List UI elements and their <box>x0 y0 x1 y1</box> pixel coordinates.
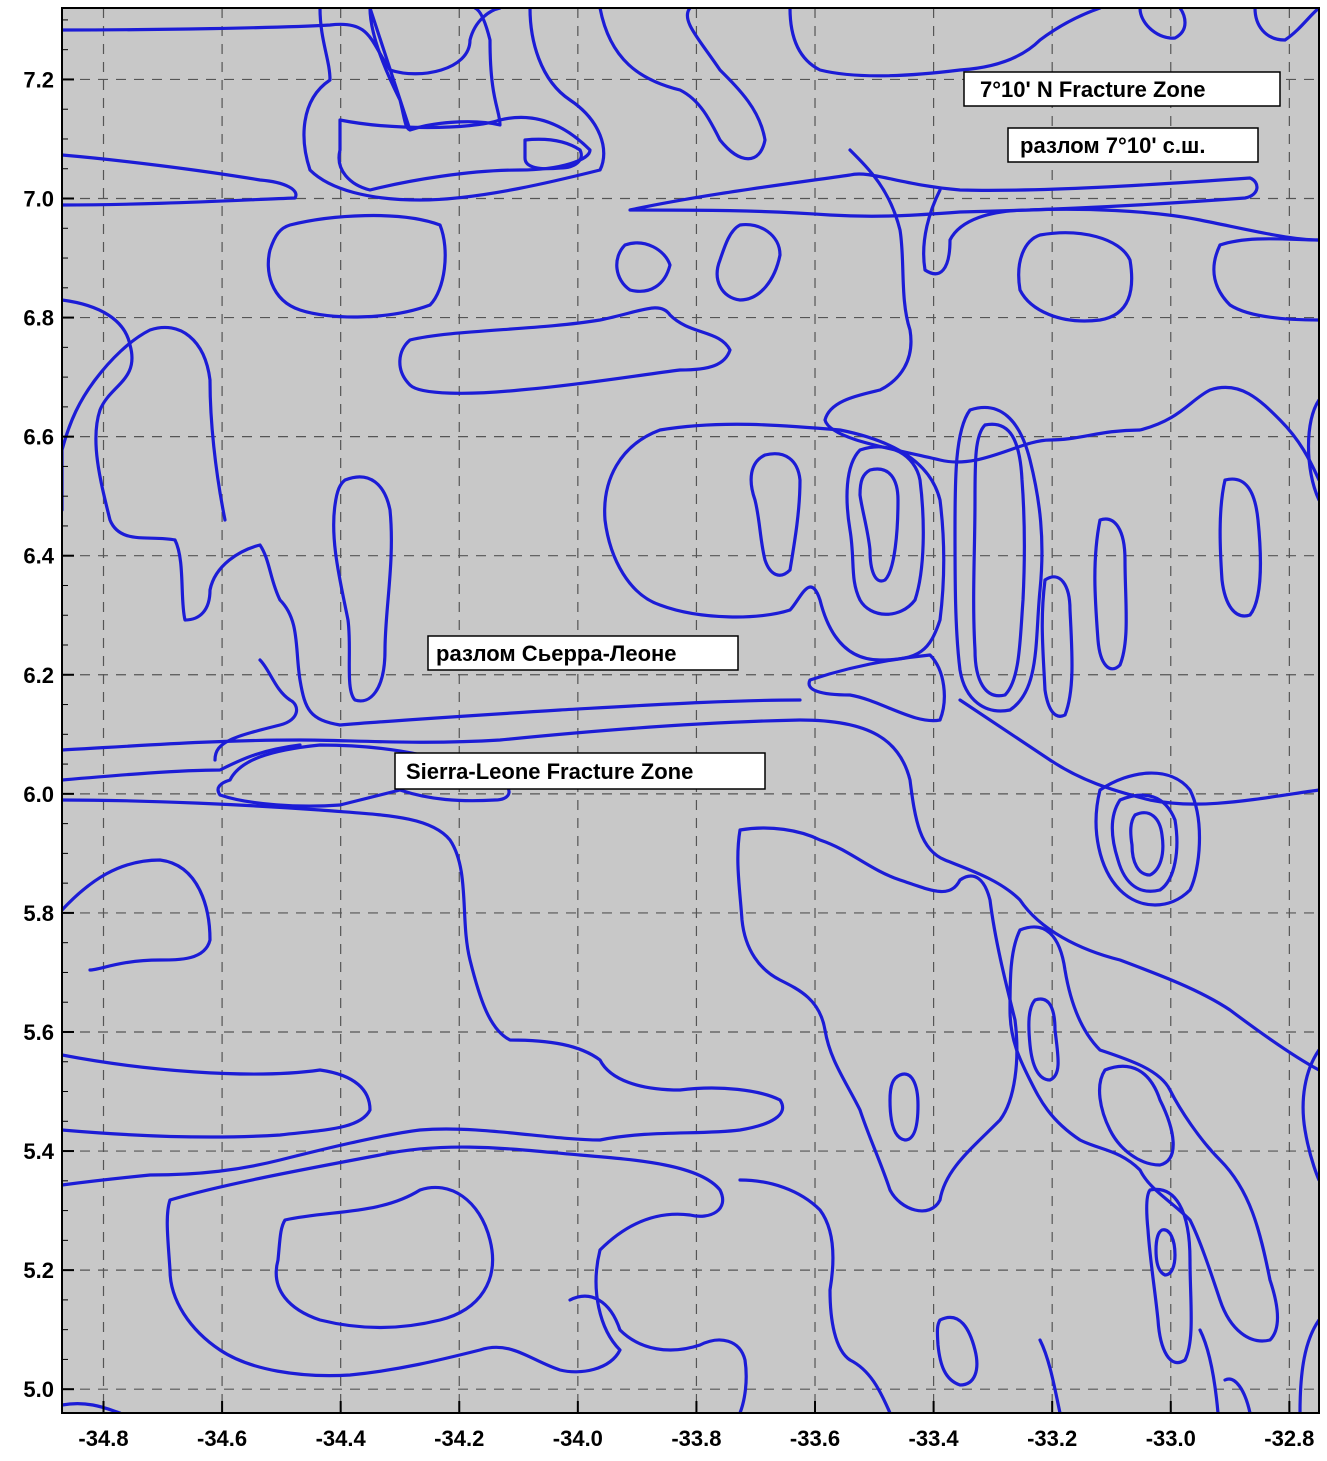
contour-line <box>266 213 447 319</box>
y-tick-label: 5.0 <box>23 1377 54 1402</box>
contour-line <box>62 858 212 972</box>
y-axis: 7.2 7.0 6.8 6.6 6.4 6.2 6.0 5.8 5.6 5.4 5.2 5.0 <box>23 19 74 1402</box>
contour-line <box>972 422 1026 698</box>
contour-line <box>1110 793 1179 893</box>
contour-line <box>1212 237 1319 322</box>
depth-contours <box>62 8 1319 1413</box>
contour-line <box>1154 1228 1177 1277</box>
x-axis: -34.8 -34.6 -34.4 -34.2 -34.0 -33.8 -33.6 -33.4… <box>78 1401 1314 1451</box>
y-tick-label: 7.2 <box>23 67 54 92</box>
contour-line <box>213 658 299 762</box>
contour-line <box>398 306 732 395</box>
contour-line <box>1038 1338 1062 1413</box>
contour-line <box>823 148 1319 482</box>
contour-line <box>1098 1064 1175 1167</box>
label-sierra-leone-en: Sierra-Leone Fracture Zone <box>394 752 766 790</box>
contour-line <box>1093 517 1128 671</box>
y-tick-label: 5.6 <box>23 1020 54 1045</box>
contour-line <box>598 8 767 161</box>
x-tick-label: -34.8 <box>78 1426 128 1451</box>
label-text: разлом Сьерра-Леоне <box>436 641 677 666</box>
contour-line <box>368 8 502 132</box>
contour-line <box>62 1053 372 1139</box>
contour-line <box>1306 398 1319 502</box>
y-tick-label: 5.4 <box>23 1139 54 1164</box>
contour-line <box>1138 8 1187 40</box>
contour-line <box>62 718 1319 1072</box>
contour-line <box>1094 771 1202 907</box>
label-text: 7°10' N Fracture Zone <box>980 77 1206 102</box>
contour-line <box>958 698 1319 806</box>
contour-line <box>62 153 298 207</box>
x-tick-label: -34.0 <box>553 1426 603 1451</box>
contour-line <box>165 1145 725 1378</box>
contour-line <box>274 1185 495 1330</box>
contour-line <box>62 298 802 727</box>
label-7-10-fracture-zone-en: 7°10' N Fracture Zone <box>963 71 1281 107</box>
x-tick-label: -33.4 <box>909 1426 960 1451</box>
y-tick-label: 6.8 <box>23 306 54 331</box>
x-tick-label: -33.8 <box>671 1426 721 1451</box>
contour-line <box>1017 231 1134 323</box>
contour-line <box>603 422 946 662</box>
contour-line <box>953 405 1044 713</box>
y-tick-label: 6.0 <box>23 782 54 807</box>
contour-line <box>1301 1048 1319 1182</box>
contour-line <box>216 743 511 808</box>
contour-line <box>1253 8 1319 42</box>
y-tick-label: 6.2 <box>23 663 54 688</box>
y-tick-label: 5.8 <box>23 901 54 926</box>
contour-line <box>62 743 302 782</box>
contour-line <box>736 826 1019 1213</box>
contour-line <box>62 325 227 522</box>
contour-line <box>62 798 785 1187</box>
x-tick-label: -33.2 <box>1027 1426 1077 1451</box>
contour-line <box>1298 1318 1319 1413</box>
contour-line <box>715 222 782 302</box>
contour-line <box>568 1294 748 1413</box>
contour-line <box>628 172 1259 218</box>
x-tick-label: -34.2 <box>434 1426 484 1451</box>
contour-line <box>922 188 1319 276</box>
plot-frame <box>61 7 1320 1414</box>
contour-line <box>615 241 672 293</box>
contour-line <box>749 452 802 577</box>
contour-line <box>738 1178 892 1413</box>
label-sierra-leone-ru: разлом Сьерра-Леоне <box>427 635 739 671</box>
contour-line <box>807 653 946 723</box>
contour-line <box>1129 811 1165 877</box>
x-tick-label: -33.6 <box>790 1426 840 1451</box>
label-7-10-fracture-zone-ru: разлом 7°10' с.ш. <box>1007 127 1259 163</box>
contour-line <box>845 445 925 616</box>
contour-line <box>1008 925 1280 1343</box>
contour-line <box>302 8 606 202</box>
y-tick-label: 6.4 <box>23 544 54 569</box>
contour-line <box>523 137 583 171</box>
contour-line <box>1145 1187 1193 1365</box>
contour-line <box>1218 477 1262 618</box>
y-tick-label: 7.0 <box>23 187 54 212</box>
y-tick-label: 6.6 <box>23 425 54 450</box>
contour-line <box>1040 575 1074 718</box>
contour-line <box>332 475 393 703</box>
contour-line <box>1198 1328 1220 1413</box>
x-tick-label: -34.6 <box>197 1426 247 1451</box>
label-text: Sierra-Leone Fracture Zone <box>406 759 693 784</box>
x-tick-label: -34.4 <box>316 1426 367 1451</box>
contour-line <box>788 8 1102 78</box>
contour-line <box>1027 997 1060 1082</box>
label-text: разлом 7°10' с.ш. <box>1020 133 1205 158</box>
contour-line <box>1223 1377 1252 1413</box>
plot-area <box>62 8 1319 1413</box>
contour-line <box>858 467 900 583</box>
x-tick-label: -32.8 <box>1264 1426 1314 1451</box>
x-tick-label: -33.0 <box>1146 1426 1196 1451</box>
contour-line <box>935 1315 979 1387</box>
y-tick-label: 5.2 <box>23 1258 54 1283</box>
contour-line <box>888 1072 920 1142</box>
